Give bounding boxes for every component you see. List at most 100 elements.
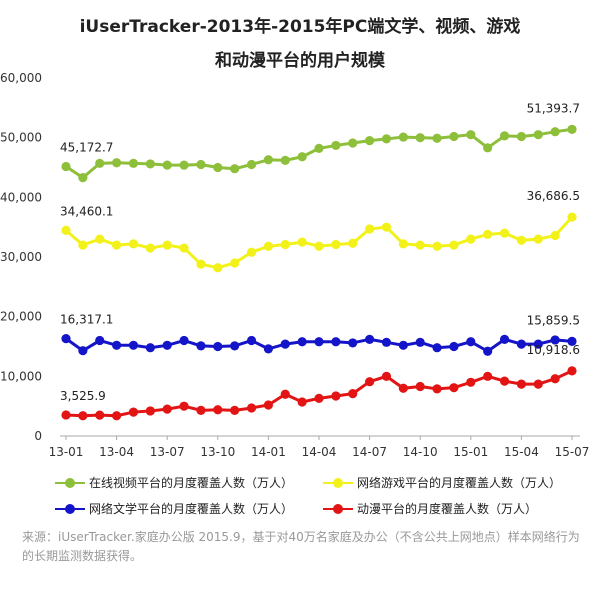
x-tick-label: 14-01 (251, 445, 286, 459)
data-label-first-video: 45,172.7 (60, 140, 113, 154)
data-point-video (398, 132, 408, 142)
data-point-literature (78, 346, 88, 356)
data-point-game (466, 234, 476, 244)
x-tick-label: 15-07 (555, 445, 590, 459)
data-point-literature (365, 334, 375, 344)
data-point-game (162, 240, 172, 250)
data-point-anime (246, 403, 257, 413)
y-tick-label: 0 (34, 429, 42, 443)
data-point-literature (196, 341, 206, 351)
data-point-anime (516, 379, 527, 389)
data-point-anime (128, 407, 139, 417)
data-point-literature (230, 341, 240, 351)
data-point-anime (230, 405, 240, 415)
data-point-anime (112, 411, 122, 421)
data-point-video (246, 159, 257, 170)
chart-title-line-2: 和动漫平台的用户规模 (215, 51, 385, 71)
legend-label-video: 在线视频平台的月度覆盖人数（万人） (89, 476, 294, 490)
data-point-video (415, 133, 425, 143)
y-tick-label: 20,000 (0, 310, 42, 324)
data-point-video (213, 162, 223, 173)
x-tick-label: 13-10 (200, 445, 235, 459)
data-point-literature (246, 335, 257, 346)
legend-label-literature: 网络文学平台的月度覆盖人数（万人） (89, 502, 294, 516)
data-point-game (365, 224, 375, 234)
legend: 在线视频平台的月度覆盖人数（万人） 网络游戏平台的月度覆盖人数（万人） 网络文学… (55, 474, 595, 524)
data-point-video (550, 127, 560, 137)
data-point-video (280, 155, 290, 165)
data-point-video (297, 152, 307, 162)
data-point-literature (516, 339, 527, 349)
data-label-last-literature: 15,859.5 (527, 313, 580, 327)
data-point-literature (348, 338, 358, 348)
data-point-video (533, 130, 543, 140)
data-point-game (550, 230, 560, 241)
legend-item-video: 在线视频平台的月度覆盖人数（万人） (55, 474, 293, 491)
data-point-game (314, 241, 324, 251)
series-line-anime (65, 369, 573, 418)
data-point-game (78, 240, 88, 250)
data-point-video (516, 131, 527, 142)
data-point-video (162, 160, 172, 170)
data-point-literature (179, 335, 189, 346)
legend-item-literature: 网络文学平台的月度覆盖人数（万人） (55, 500, 293, 517)
data-point-video (128, 158, 139, 168)
data-point-game (348, 238, 358, 248)
source-note: 来源：iUserTracker.家庭办公版 2015.9，基于对40万名家庭及办… (22, 530, 580, 563)
data-point-anime (499, 376, 510, 386)
data-point-video (483, 143, 493, 153)
data-point-literature (263, 344, 273, 354)
data-point-literature (280, 339, 290, 349)
legend-label-anime: 动漫平台的月度覆盖人数（万人） (357, 502, 538, 516)
data-label-first-literature: 16,317.1 (60, 313, 113, 327)
data-point-video (466, 130, 476, 140)
data-point-anime (466, 377, 476, 387)
data-point-video (381, 134, 392, 144)
data-point-game (61, 225, 71, 235)
legend-swatch-game (323, 477, 353, 488)
data-point-video (348, 138, 358, 148)
data-point-video (179, 160, 189, 170)
data-point-anime (162, 404, 172, 414)
data-point-video (365, 136, 375, 146)
data-point-video (145, 159, 155, 169)
data-point-game (263, 241, 273, 251)
data-point-literature (128, 340, 139, 350)
chart-title-line-1: iUserTracker-2013年-2015年PC端文学、视频、游戏 (79, 17, 521, 37)
data-point-literature (213, 341, 223, 352)
data-point-literature (95, 335, 105, 346)
data-point-game (128, 239, 139, 249)
data-point-game (398, 239, 408, 249)
data-point-literature (550, 335, 560, 345)
data-point-video (196, 159, 206, 170)
data-point-game (567, 212, 577, 222)
data-point-anime (567, 366, 577, 376)
legend-item-anime: 动漫平台的月度覆盖人数（万人） (323, 500, 537, 517)
data-point-anime (415, 381, 425, 392)
data-point-literature (483, 346, 493, 356)
data-point-literature (297, 337, 307, 347)
y-tick-label: 10,000 (0, 369, 42, 383)
legend-swatch-anime (323, 503, 353, 514)
data-point-game (95, 234, 105, 244)
data-point-video (263, 155, 273, 165)
legend-label-game: 网络游戏平台的月度覆盖人数（万人） (357, 476, 562, 490)
x-tick-label: 13-04 (99, 445, 134, 459)
data-point-anime (550, 374, 560, 384)
data-point-game (145, 243, 155, 253)
data-label-last-video: 51,393.7 (527, 101, 580, 115)
data-point-game (280, 239, 290, 250)
data-point-video (432, 133, 442, 143)
data-point-video (567, 124, 577, 134)
data-point-game (449, 240, 459, 250)
data-point-literature (61, 334, 71, 344)
data-point-anime (314, 393, 324, 404)
data-point-anime (449, 383, 459, 393)
data-point-literature (162, 340, 172, 350)
data-point-game (499, 228, 510, 238)
data-label-last-anime: 10,918.6 (527, 343, 580, 357)
data-point-literature (466, 337, 476, 347)
x-tick-label: 14-04 (302, 445, 337, 459)
data-point-anime (365, 377, 375, 387)
x-tick-label: 13-07 (150, 445, 185, 459)
